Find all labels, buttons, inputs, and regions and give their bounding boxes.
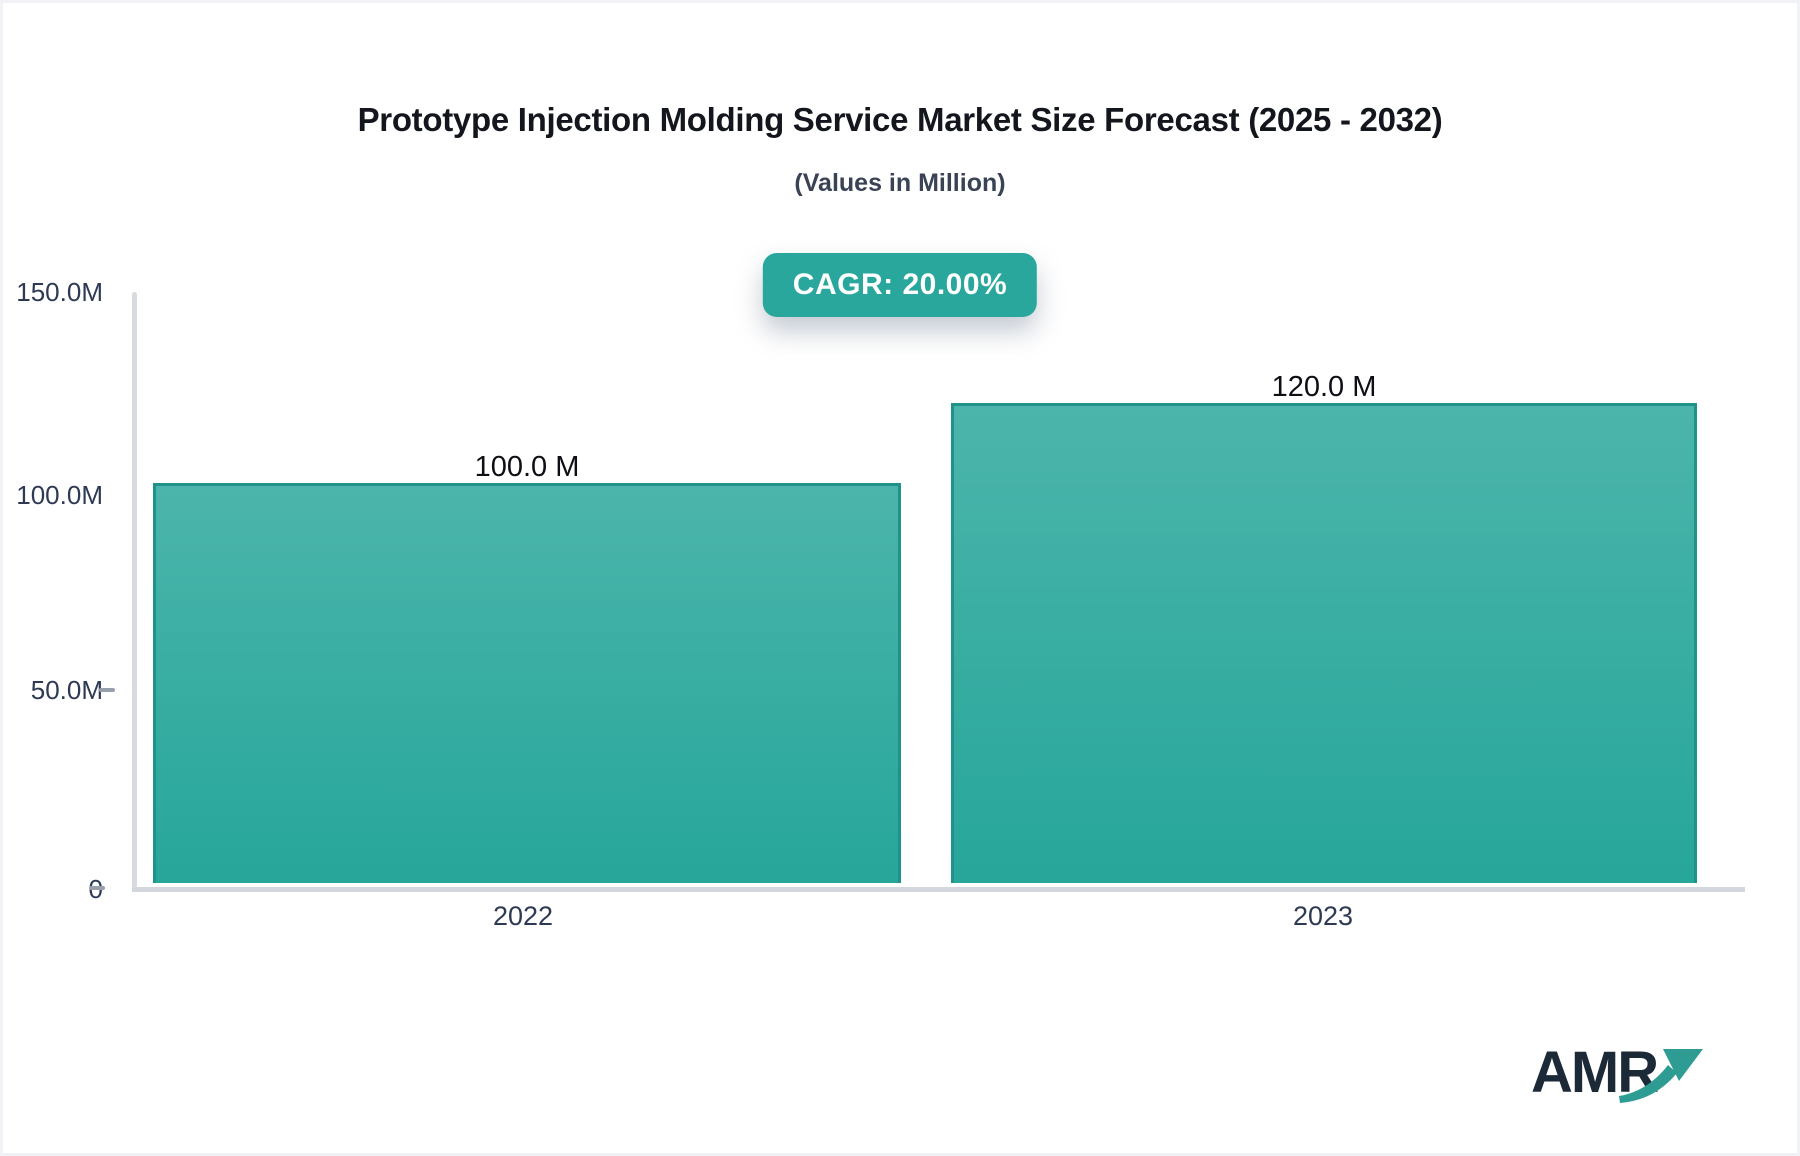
cagr-badge: CAGR: 20.00% xyxy=(762,253,1038,317)
bar-value-label-2022: 100.0 M xyxy=(474,451,580,483)
chart-title: Prototype Injection Molding Service Mark… xyxy=(357,101,1443,138)
y-tick-label-0: 0 xyxy=(3,872,103,906)
bar-value-label-2023: 120.0 M xyxy=(1271,371,1377,403)
y-tick-label-50m: 50.0M xyxy=(30,675,103,705)
growth-arrow-icon xyxy=(1619,1049,1703,1103)
y-tick-label-100m: 100.0M xyxy=(16,480,103,510)
x-tick-label-2023: 2023 xyxy=(1292,901,1354,931)
x-axis-line xyxy=(132,887,1745,892)
chart-subtitle: (Values in Million) xyxy=(794,169,1006,197)
x-tick-label-2022: 2022 xyxy=(492,901,554,931)
y-tick-label-150m: 150.0M xyxy=(16,277,103,307)
bar-2022 xyxy=(153,483,901,883)
y-tick-mark-0 xyxy=(89,886,105,890)
y-tick-mark-50m xyxy=(99,688,115,692)
y-axis-line xyxy=(132,292,137,889)
bar-2023 xyxy=(951,403,1697,883)
amr-logo: AMR xyxy=(1531,1031,1731,1127)
